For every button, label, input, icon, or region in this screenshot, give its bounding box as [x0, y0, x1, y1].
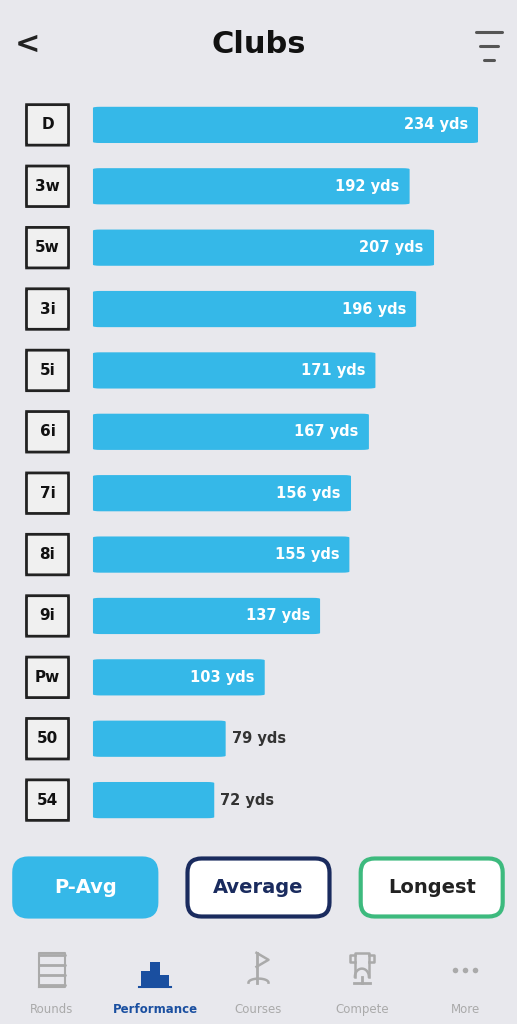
- Text: <: <: [15, 30, 41, 58]
- Text: Compete: Compete: [335, 1004, 389, 1016]
- Text: 72 yds: 72 yds: [220, 793, 275, 808]
- Text: Rounds: Rounds: [30, 1004, 73, 1016]
- Text: 103 yds: 103 yds: [190, 670, 254, 685]
- Text: 156 yds: 156 yds: [276, 485, 341, 501]
- FancyBboxPatch shape: [26, 596, 69, 636]
- FancyBboxPatch shape: [14, 858, 156, 916]
- Text: 79 yds: 79 yds: [232, 731, 286, 746]
- FancyBboxPatch shape: [26, 289, 69, 330]
- FancyBboxPatch shape: [93, 537, 349, 572]
- Text: Pw: Pw: [35, 670, 60, 685]
- FancyBboxPatch shape: [26, 535, 69, 574]
- FancyBboxPatch shape: [26, 104, 69, 145]
- Text: D: D: [41, 118, 54, 132]
- FancyBboxPatch shape: [93, 229, 434, 266]
- Text: Courses: Courses: [235, 1004, 282, 1016]
- FancyBboxPatch shape: [93, 168, 409, 205]
- Text: 137 yds: 137 yds: [246, 608, 310, 624]
- Text: 8i: 8i: [40, 547, 55, 562]
- FancyBboxPatch shape: [188, 858, 329, 916]
- Text: Performance: Performance: [113, 1004, 197, 1016]
- Text: 234 yds: 234 yds: [404, 118, 468, 132]
- FancyBboxPatch shape: [93, 106, 478, 143]
- FancyBboxPatch shape: [26, 657, 69, 697]
- Text: 50: 50: [37, 731, 58, 746]
- Text: 155 yds: 155 yds: [275, 547, 339, 562]
- Text: 3w: 3w: [35, 179, 60, 194]
- FancyBboxPatch shape: [26, 166, 69, 207]
- Text: 5w: 5w: [35, 241, 60, 255]
- Text: 54: 54: [37, 793, 58, 808]
- Bar: [141, 971, 151, 986]
- FancyBboxPatch shape: [93, 414, 369, 450]
- Text: P-Avg: P-Avg: [54, 878, 117, 897]
- Text: 9i: 9i: [40, 608, 55, 624]
- FancyBboxPatch shape: [93, 721, 225, 757]
- Text: Longest: Longest: [388, 878, 476, 897]
- Text: 196 yds: 196 yds: [342, 301, 406, 316]
- Text: 207 yds: 207 yds: [359, 241, 424, 255]
- Text: 3i: 3i: [40, 301, 55, 316]
- Text: 6i: 6i: [40, 424, 55, 439]
- FancyBboxPatch shape: [26, 412, 69, 452]
- FancyBboxPatch shape: [26, 719, 69, 759]
- FancyBboxPatch shape: [93, 659, 265, 695]
- Bar: [150, 962, 160, 986]
- FancyBboxPatch shape: [361, 858, 503, 916]
- FancyBboxPatch shape: [93, 291, 416, 327]
- Text: 167 yds: 167 yds: [294, 424, 359, 439]
- Text: More: More: [451, 1004, 480, 1016]
- FancyBboxPatch shape: [93, 352, 375, 388]
- FancyBboxPatch shape: [26, 227, 69, 268]
- FancyBboxPatch shape: [93, 782, 214, 818]
- Text: Clubs: Clubs: [211, 30, 306, 58]
- Text: Average: Average: [213, 878, 304, 897]
- Text: 171 yds: 171 yds: [301, 362, 365, 378]
- Text: 7i: 7i: [40, 485, 55, 501]
- FancyBboxPatch shape: [93, 598, 320, 634]
- Bar: [159, 975, 169, 986]
- FancyBboxPatch shape: [26, 350, 69, 391]
- FancyBboxPatch shape: [26, 473, 69, 513]
- Text: 192 yds: 192 yds: [335, 179, 400, 194]
- FancyBboxPatch shape: [26, 780, 69, 820]
- FancyBboxPatch shape: [93, 475, 351, 511]
- Text: 5i: 5i: [40, 362, 55, 378]
